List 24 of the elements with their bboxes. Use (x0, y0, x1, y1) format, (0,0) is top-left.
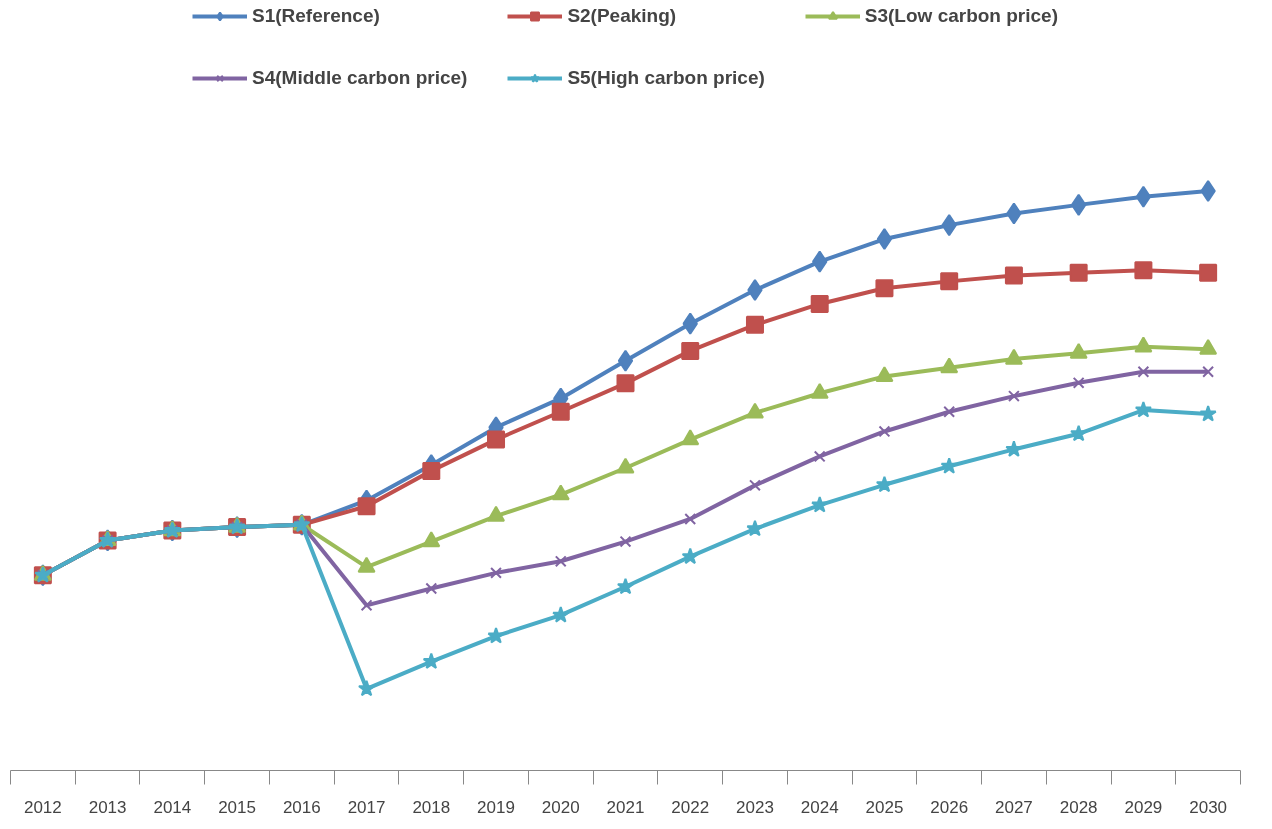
x-tick-label: 2029 (1124, 797, 1163, 817)
x-tick-label: 2014 (153, 797, 192, 817)
legend-label: S1(Reference) (252, 5, 380, 27)
x-tick-label: 2013 (88, 797, 127, 817)
x-tick-label: 2017 (347, 797, 386, 817)
x-tick-label: 2026 (930, 797, 969, 817)
x-tick-label: 2030 (1189, 797, 1228, 817)
x-tick-label: 2025 (865, 797, 904, 817)
x-tick-label: 2015 (218, 797, 256, 817)
x-tick-label: 2018 (412, 797, 451, 817)
legend-label: S2(Peaking) (567, 5, 677, 27)
x-tick-label: 2027 (995, 797, 1033, 817)
legend-label: S4(Middle carbon price) (252, 67, 468, 89)
x-tick-label: 2024 (800, 797, 839, 817)
x-tick-label: 2028 (1059, 797, 1098, 817)
x-tick-label: 2020 (541, 797, 580, 817)
x-tick-label: 2023 (736, 797, 774, 817)
legend-label: S5(High carbon price) (567, 67, 765, 89)
x-tick-label: 2022 (671, 797, 710, 817)
x-tick-label: 2016 (282, 797, 321, 817)
x-tick-label: 2012 (23, 797, 62, 817)
x-tick-label: 2021 (606, 797, 645, 817)
legend-label: S3(Low carbon price) (864, 5, 1058, 27)
x-tick-label: 2019 (477, 797, 515, 817)
